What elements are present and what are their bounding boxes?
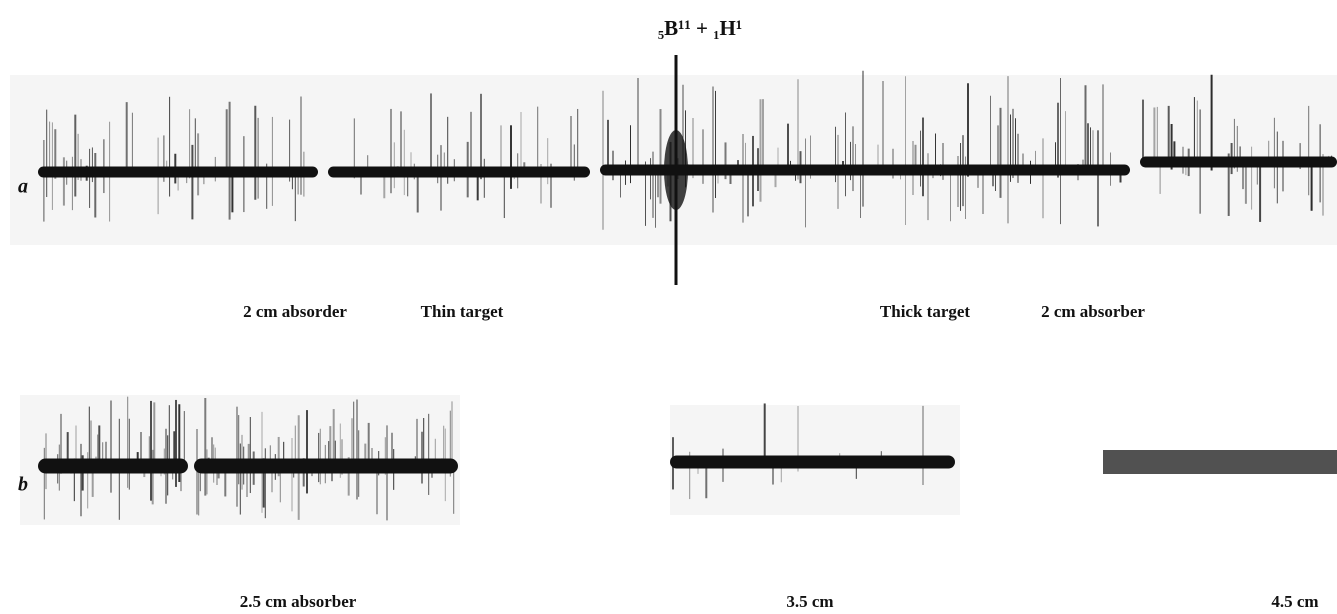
trace <box>1140 156 1337 168</box>
trace <box>328 166 590 178</box>
trace <box>194 458 458 474</box>
pulse-core <box>664 130 688 210</box>
figure-title: ₅B¹¹ + ₁H¹ <box>658 16 742 40</box>
trace <box>670 455 955 469</box>
row-label: a <box>18 176 28 198</box>
trace <box>1103 450 1337 474</box>
traces <box>10 55 1337 525</box>
caption: 4.5 cm <box>1271 592 1318 611</box>
caption: 2 cm absorder <box>243 302 347 321</box>
caption: 2.5 cm absorber <box>240 592 357 611</box>
caption: Thick target <box>880 302 971 321</box>
caption: 3.5 cm <box>786 592 833 611</box>
trace <box>38 458 188 474</box>
row-label: b <box>18 474 28 496</box>
trace <box>600 164 1130 176</box>
caption: 2 cm absorber <box>1041 302 1145 321</box>
trace <box>38 166 318 178</box>
caption: Thin target <box>421 302 504 321</box>
